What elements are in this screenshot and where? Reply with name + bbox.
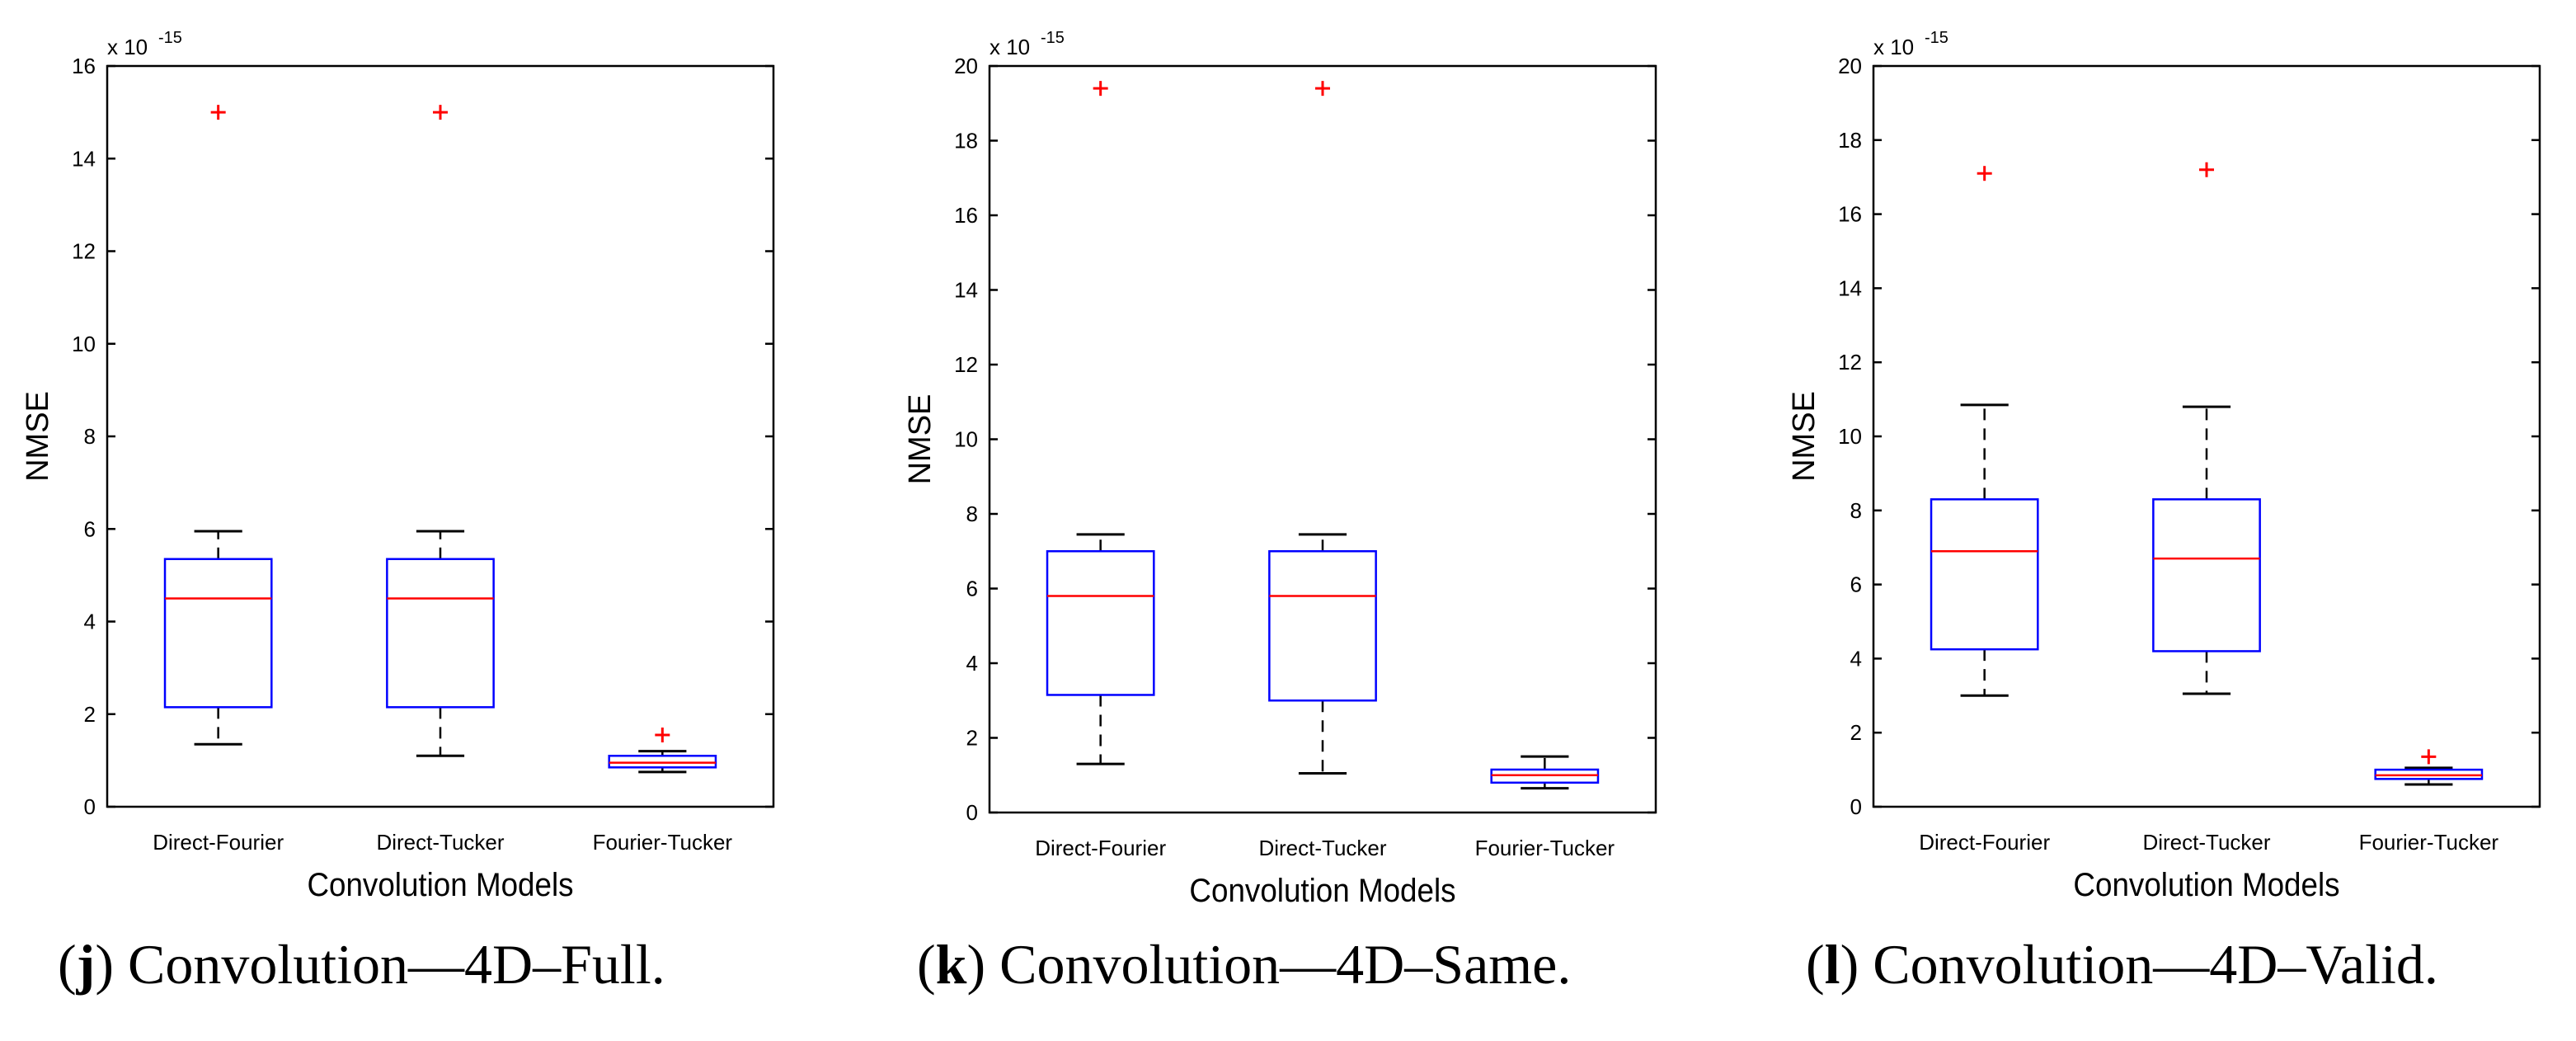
outlier-marker bbox=[655, 728, 670, 743]
y-tick-label: 0 bbox=[966, 800, 978, 825]
y-tick-label: 2 bbox=[966, 726, 978, 751]
y-axis-title: NMSE bbox=[1787, 391, 1822, 482]
caption-l: (l) Convolution—4D–Valid. bbox=[1806, 933, 2438, 996]
y-tick-label: 14 bbox=[1838, 276, 1862, 300]
x-tick-label: Fourier-Tucker bbox=[593, 830, 733, 855]
x-tick-label: Direct-Fourier bbox=[1035, 836, 1166, 860]
y-tick-label: 0 bbox=[1850, 794, 1862, 819]
y-tick-label: 6 bbox=[1850, 572, 1862, 597]
box bbox=[608, 755, 717, 769]
y-tick-label: 16 bbox=[1838, 202, 1862, 227]
x-tick-label: Direct-Fourier bbox=[153, 830, 284, 855]
caption-l-text: Convolution—4D–Valid. bbox=[1859, 933, 2438, 996]
y-tick-label: 6 bbox=[84, 516, 96, 541]
y-tick-label: 20 bbox=[1838, 54, 1862, 78]
y-tick-label: 16 bbox=[72, 54, 96, 78]
y-tick-label: 6 bbox=[966, 577, 978, 601]
y-tick-label: 12 bbox=[1838, 350, 1862, 374]
y-tick-label: 0 bbox=[84, 794, 96, 819]
y-axis-title: NMSE bbox=[21, 391, 55, 482]
box bbox=[386, 558, 495, 709]
y-exponent-label: x 10 bbox=[990, 35, 1030, 59]
panel-k: 0 2 4 6 8 10 12 14 16 18 20 x 10 -15 NMSE Convolution … bbox=[903, 29, 1657, 910]
outlier-marker bbox=[210, 105, 226, 120]
y-exponent-power: -15 bbox=[158, 29, 182, 47]
y-tick-label: 12 bbox=[954, 352, 978, 377]
box bbox=[1930, 498, 2039, 651]
y-tick-label: 8 bbox=[966, 502, 978, 526]
x-axis-title: Convolution Models bbox=[1189, 873, 1455, 910]
outlier-marker bbox=[1093, 81, 1108, 97]
caption-j-text: Convolution—4D–Full. bbox=[113, 933, 665, 996]
y-tick-label: 4 bbox=[1850, 646, 1862, 671]
y-tick-label: 2 bbox=[84, 702, 96, 727]
y-tick-label: 20 bbox=[954, 54, 978, 78]
y-tick-label: 10 bbox=[1838, 424, 1862, 449]
y-exponent-label: x 10 bbox=[1873, 35, 1914, 59]
y-tick-label: 18 bbox=[954, 129, 978, 153]
y-exponent-label: x 10 bbox=[107, 35, 148, 59]
box bbox=[2152, 498, 2261, 652]
outlier-marker bbox=[433, 105, 448, 120]
caption-j: (j) Convolution—4D–Full. bbox=[58, 933, 665, 996]
box bbox=[163, 558, 273, 709]
outlier-marker bbox=[2199, 162, 2214, 177]
panel-l: 0 2 4 6 8 10 12 14 16 18 20 x 10 -15 NMSE Convolution … bbox=[1787, 29, 2541, 904]
x-axis-title: Convolution Models bbox=[307, 867, 573, 904]
caption-l-letter: l bbox=[1824, 933, 1840, 996]
outlier-marker bbox=[1315, 81, 1330, 97]
y-exponent-power: -15 bbox=[1041, 29, 1065, 47]
y-tick-label: 8 bbox=[84, 424, 96, 449]
y-tick-label: 4 bbox=[966, 651, 978, 676]
caption-k-text: Convolution—4D–Same. bbox=[985, 933, 1572, 996]
y-tick-label: 16 bbox=[954, 203, 978, 228]
y-tick-label: 10 bbox=[72, 332, 96, 356]
x-axis-title: Convolution Models bbox=[2073, 867, 2339, 904]
caption-k: (k) Convolution—4D–Same. bbox=[917, 933, 1572, 996]
y-exponent-power: -15 bbox=[1925, 29, 1948, 47]
y-tick-label: 8 bbox=[1850, 498, 1862, 523]
x-tick-label: Direct-Tucker bbox=[2142, 830, 2270, 855]
y-tick-label: 18 bbox=[1838, 128, 1862, 153]
outlier-marker bbox=[1977, 166, 1992, 181]
x-tick-label: Direct-Tucker bbox=[376, 830, 504, 855]
box bbox=[1046, 550, 1155, 696]
outlier-marker bbox=[2421, 749, 2437, 765]
y-tick-label: 14 bbox=[72, 146, 96, 171]
caption-k-letter: k bbox=[935, 933, 967, 996]
x-tick-label: Direct-Tucker bbox=[1258, 836, 1386, 860]
caption-j-letter: j bbox=[76, 933, 96, 996]
y-axis-title: NMSE bbox=[903, 394, 938, 485]
panel-j: 0 2 4 6 8 10 12 14 16 x 10 -15 NMSE Convolution Mode… bbox=[21, 29, 775, 904]
y-tick-label: 12 bbox=[72, 239, 96, 264]
x-tick-label: Fourier-Tucker bbox=[1475, 836, 1615, 860]
plot-frame bbox=[106, 64, 775, 808]
box bbox=[1268, 550, 1377, 702]
x-tick-label: Fourier-Tucker bbox=[2359, 830, 2499, 855]
y-tick-label: 14 bbox=[954, 278, 978, 303]
y-tick-label: 4 bbox=[84, 610, 96, 634]
x-tick-label: Direct-Fourier bbox=[1919, 830, 2050, 855]
y-tick-label: 2 bbox=[1850, 720, 1862, 745]
y-tick-label: 10 bbox=[954, 427, 978, 452]
